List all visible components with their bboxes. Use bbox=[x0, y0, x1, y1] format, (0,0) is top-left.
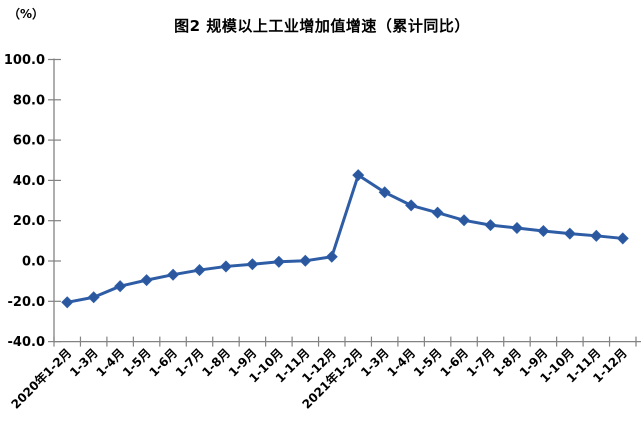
data-point-marker bbox=[563, 227, 576, 240]
x-tick-label: 1-4月 bbox=[94, 346, 128, 380]
data-point-marker bbox=[510, 221, 523, 234]
y-tick-label: 20.0 bbox=[13, 214, 45, 229]
y-axis-unit-label: （%） bbox=[8, 7, 45, 21]
data-point-marker bbox=[458, 214, 471, 227]
y-tick-label: 40.0 bbox=[13, 174, 45, 189]
x-tick-label: 1-3月 bbox=[358, 346, 392, 380]
series-line bbox=[65, 173, 625, 304]
x-tick-label: 1-7月 bbox=[173, 346, 207, 380]
data-point-marker bbox=[193, 264, 206, 277]
data-point-marker bbox=[537, 224, 550, 237]
x-tick-label: 1-8月 bbox=[199, 346, 233, 380]
data-point-marker bbox=[590, 229, 603, 242]
data-point-marker bbox=[405, 199, 418, 212]
y-tick-label: 80.0 bbox=[13, 93, 45, 108]
data-point-marker bbox=[219, 260, 232, 273]
y-tick-label: -40.0 bbox=[8, 335, 45, 350]
data-point-marker bbox=[246, 258, 259, 271]
data-point-marker bbox=[325, 250, 338, 263]
data-point-marker bbox=[114, 280, 127, 293]
y-tick-label: 0.0 bbox=[22, 255, 45, 270]
x-tick-label: 1-6月 bbox=[437, 346, 471, 380]
chart-title: 图2 规模以上工业增加值增速（累计同比） bbox=[174, 17, 470, 35]
data-point-marker bbox=[272, 255, 285, 268]
data-point-marker bbox=[378, 186, 391, 199]
x-tick-label: 1-8月 bbox=[490, 346, 524, 380]
y-tick-label: 60.0 bbox=[13, 134, 45, 149]
data-point-marker bbox=[431, 206, 444, 219]
data-point-marker bbox=[140, 274, 153, 287]
y-tick-label: 100.0 bbox=[4, 53, 45, 68]
y-tick-label: -20.0 bbox=[8, 295, 45, 310]
x-tick-label: 1-6月 bbox=[146, 346, 180, 380]
data-point-marker bbox=[61, 296, 74, 309]
data-point-marker bbox=[87, 291, 100, 304]
x-tick-label: 2020年1-2月 bbox=[8, 345, 75, 412]
data-point-marker bbox=[299, 254, 312, 267]
data-point-marker bbox=[167, 268, 180, 281]
x-tick-label: 1-5月 bbox=[411, 346, 445, 380]
x-tick-label: 1-7月 bbox=[464, 346, 498, 380]
data-point-marker bbox=[616, 232, 629, 245]
x-tick-label: 1-4月 bbox=[385, 346, 419, 380]
x-tick-label: 1-3月 bbox=[67, 346, 101, 380]
data-point-marker bbox=[484, 219, 497, 232]
data-point-marker bbox=[352, 169, 365, 182]
x-tick-label: 1-5月 bbox=[120, 346, 154, 380]
